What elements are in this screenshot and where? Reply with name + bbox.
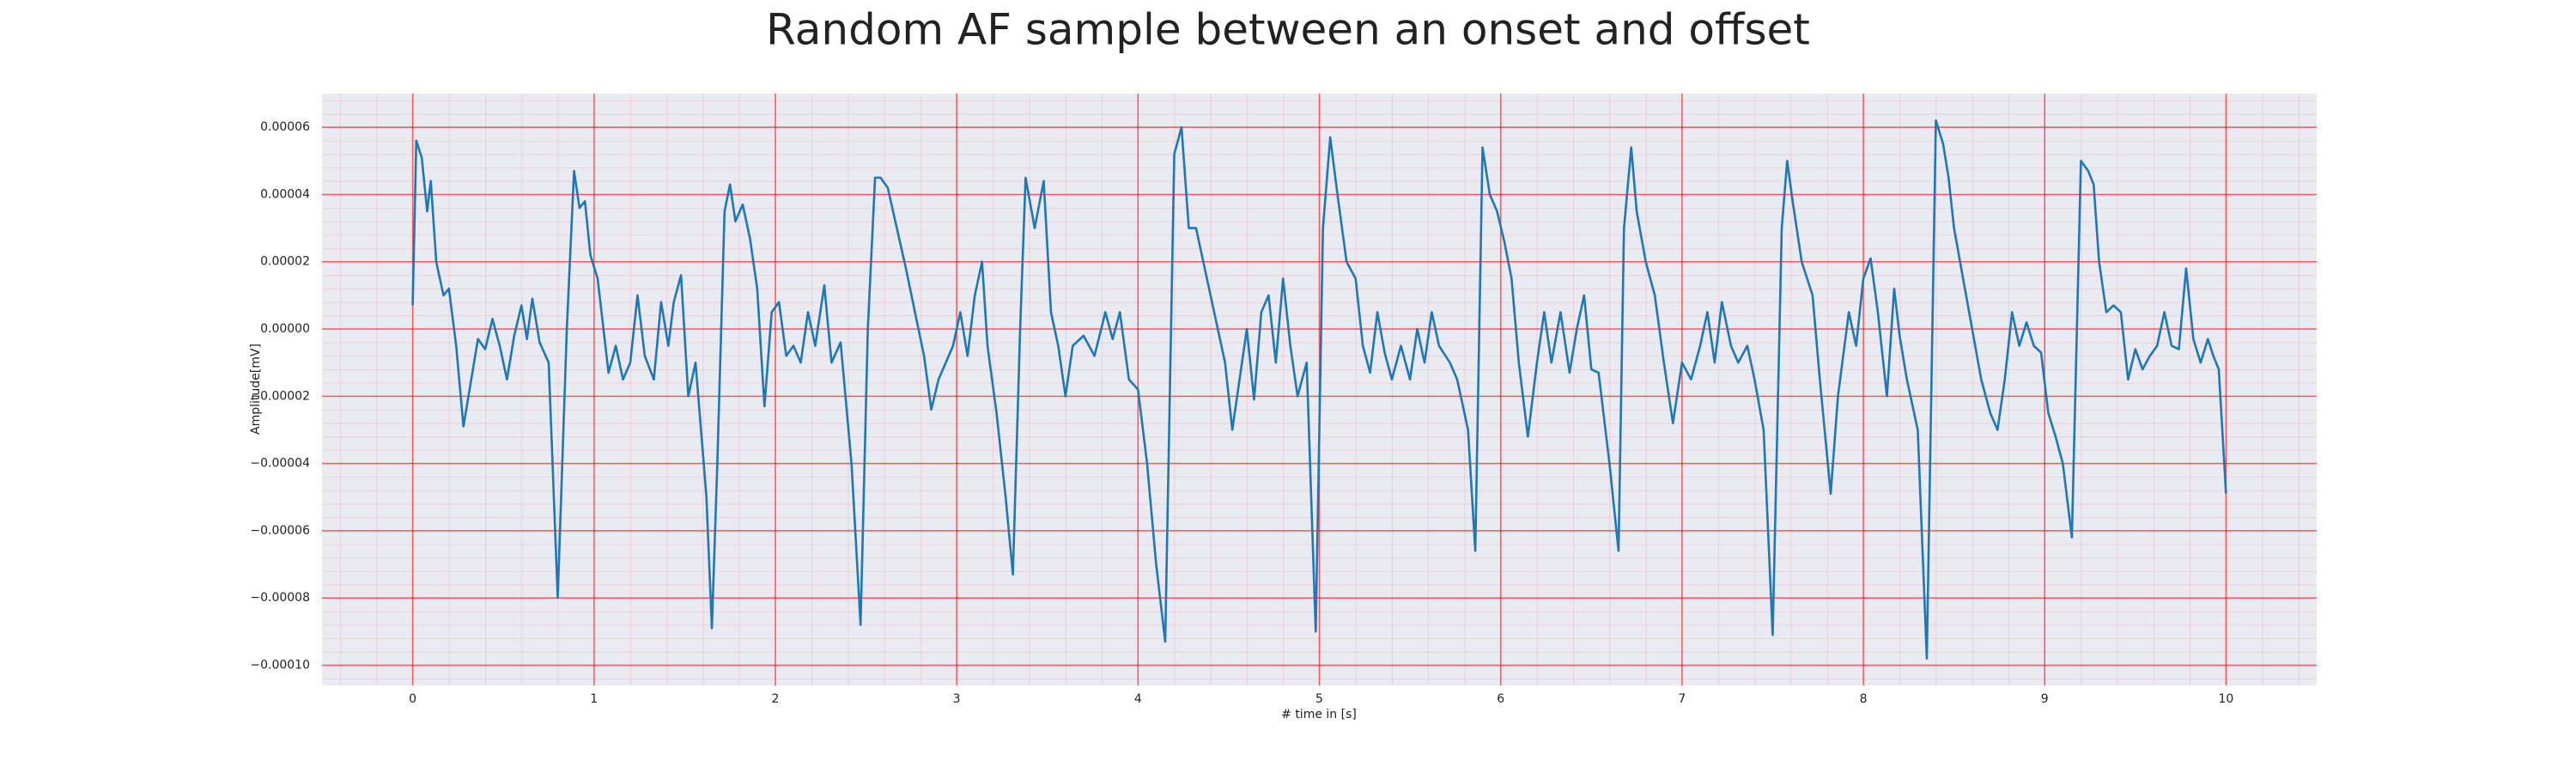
x-tick-label: 7	[1678, 692, 1686, 706]
y-tick-label: 0.00006	[260, 120, 310, 134]
y-tick-label: 0.00004	[260, 187, 310, 201]
signal-line	[411, 119, 2227, 660]
x-tick-label: 10	[2218, 692, 2233, 706]
x-tick-label: 0	[409, 692, 416, 706]
x-tick-label: 5	[1315, 692, 1323, 706]
x-tick-label: 2	[771, 692, 779, 706]
x-tick-label: 1	[590, 692, 598, 706]
chart-title: Random AF sample between an onset and of…	[766, 5, 1810, 55]
y-tick-label: −0.00002	[250, 389, 310, 403]
x-tick-label: 8	[1860, 692, 1868, 706]
y-tick-label: −0.00010	[250, 659, 310, 673]
x-tick-label: 3	[953, 692, 961, 706]
x-tick-label: 6	[1497, 692, 1504, 706]
x-tick-label: 4	[1134, 692, 1142, 706]
y-tick-label: −0.00004	[250, 457, 310, 471]
x-axis-label: # time in [s]	[1281, 708, 1357, 721]
y-tick-label: −0.00006	[250, 524, 310, 538]
y-axis-label: Amplitude[mV]	[249, 344, 263, 435]
x-tick-label: 9	[2041, 692, 2049, 706]
y-tick-label: −0.00008	[250, 591, 310, 605]
y-tick-label: 0.00000	[260, 322, 310, 336]
y-tick-label: 0.00002	[260, 255, 310, 269]
